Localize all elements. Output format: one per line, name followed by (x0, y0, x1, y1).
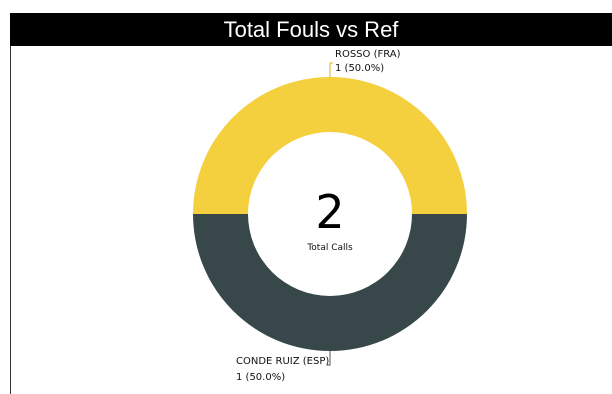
leaders-group (327, 62, 333, 366)
slice-label-name-0: ROSSO (FRA) (335, 49, 401, 60)
slices-group (193, 77, 467, 351)
donut-slice-1[interactable] (193, 214, 467, 351)
labels-group: ROSSO (FRA) 1 (50.0%) CONDE RUIZ (ESP) 1… (236, 49, 401, 383)
slice-label-value-0: 1 (50.0%) (335, 63, 384, 74)
chart-title: Total Fouls vs Ref (223, 16, 399, 42)
leader-line-1 (327, 351, 331, 366)
left-divider (10, 46, 11, 394)
center-caption: Total Calls (306, 243, 353, 253)
slice-label-name-1: CONDE RUIZ (ESP) (236, 356, 329, 367)
donut-slice-0[interactable] (193, 77, 467, 214)
title-bar: Total Fouls vs Ref (10, 13, 612, 46)
slice-label-value-1: 1 (50.0%) (236, 372, 285, 383)
center-total-value: 2 (315, 185, 344, 239)
leader-line-0 (329, 62, 333, 77)
